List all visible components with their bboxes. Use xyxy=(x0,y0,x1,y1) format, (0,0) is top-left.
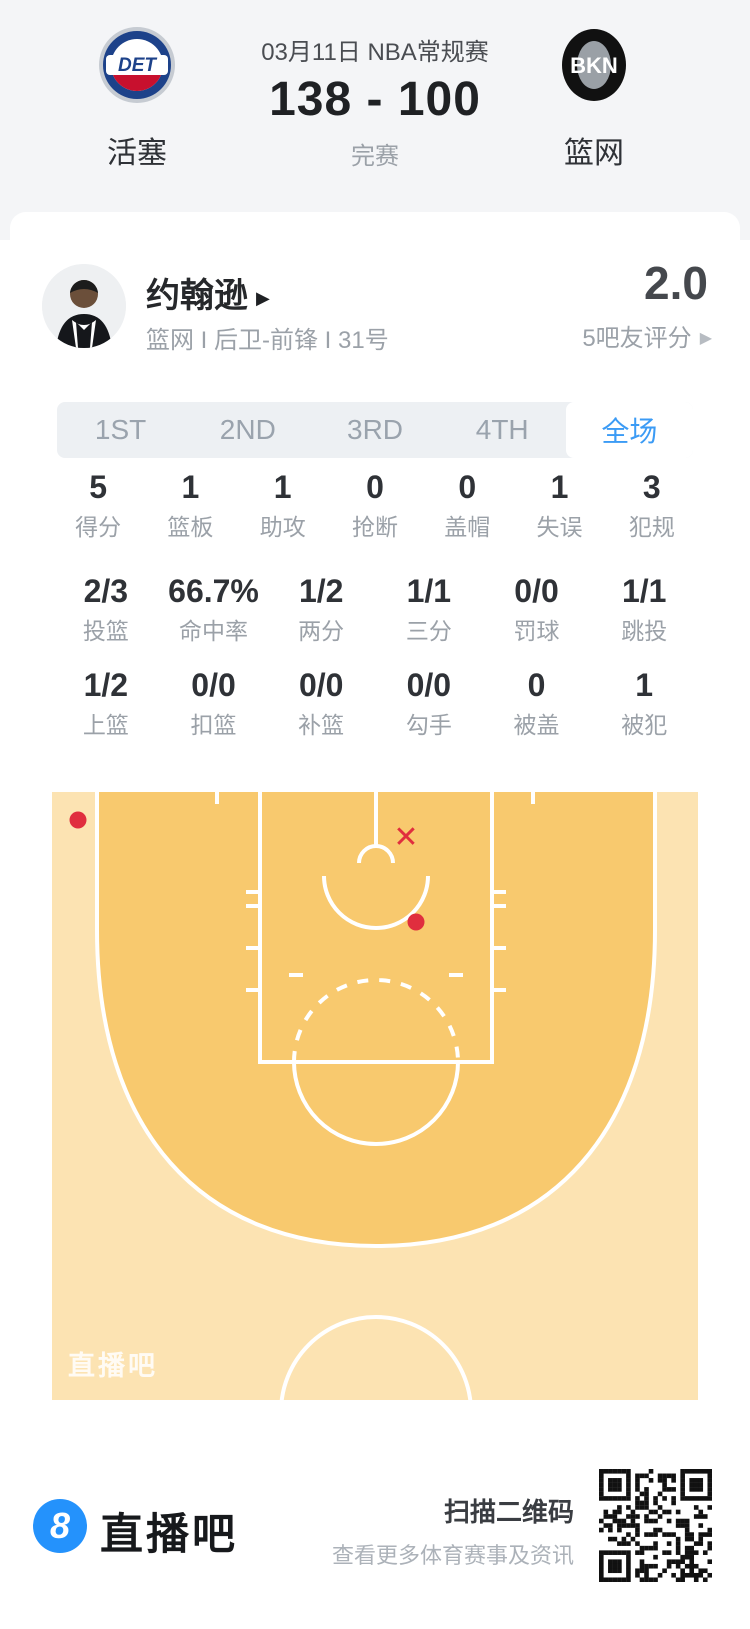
qr-code xyxy=(599,1469,713,1583)
stat-value: 1 xyxy=(550,469,569,505)
stat-value: 0/0 xyxy=(298,667,344,703)
player-stats-card: 约翰逊 ▶ 篮网 I 后卫-前锋 I 31号 2.0 5吧友评分 ▶ 1ST 2ND 3… xyxy=(10,212,740,1430)
stat-value: 1/1 xyxy=(621,573,667,609)
stat-value: 3 xyxy=(642,469,661,505)
stat-补篮: 0/0 补篮 xyxy=(267,666,375,738)
stat-label: 补篮 xyxy=(298,712,345,738)
stat-value: 0/0 xyxy=(514,573,559,609)
court-drawing xyxy=(52,792,698,1400)
pistons-logo-icon: DET xyxy=(98,26,176,104)
stat-罚球: 0/0 罚球 xyxy=(483,572,591,644)
stat-value: 0 xyxy=(458,469,477,505)
stat-label: 得分 xyxy=(75,514,122,540)
stat-三分: 1/1 三分 xyxy=(375,572,483,644)
stat-扣篮: 0/0 扣篮 xyxy=(160,666,268,738)
stat-label: 抢断 xyxy=(351,514,398,540)
player-name-link[interactable]: 约翰逊 ▶ xyxy=(146,268,270,317)
stat-value: 0/0 xyxy=(191,667,236,703)
stat-value: 0/0 xyxy=(406,667,452,703)
scan-text-block: 扫描二维码 查看更多体育赛事及资讯 xyxy=(274,1492,574,1570)
stat-跳投: 1/1 跳投 xyxy=(590,572,698,644)
game-score: 138 - 100 xyxy=(269,73,481,126)
game-date: 03月11日 NBA常规赛 xyxy=(261,39,489,66)
stat-盖帽: 0 盖帽 xyxy=(421,468,513,540)
stat-value: 1 xyxy=(635,667,654,703)
svg-text:DET: DET xyxy=(118,55,157,76)
tab-3rd[interactable]: 3RD xyxy=(347,414,404,445)
quarter-tab-bar: 1ST 2ND 3RD 4TH 全场 xyxy=(57,402,694,458)
stat-犯规: 3 犯规 xyxy=(606,468,698,540)
stat-label: 篮板 xyxy=(167,514,214,540)
stat-value: 1/1 xyxy=(406,573,452,609)
caret-right-icon: ▶ xyxy=(256,288,270,308)
nets-logo-icon: BKN xyxy=(555,26,633,104)
stat-勾手: 0/0 勾手 xyxy=(375,666,483,738)
stat-助攻: 1 助攻 xyxy=(237,468,329,540)
stat-命中率: 66.7% 命中率 xyxy=(160,572,268,644)
stat-value: 0 xyxy=(527,667,546,703)
player-rating: 2.0 xyxy=(644,257,708,309)
made-shot-marker xyxy=(407,913,425,931)
zhibo8-logo-text: 直播吧 xyxy=(100,1511,238,1559)
stat-label: 盖帽 xyxy=(444,514,491,540)
court-watermark: 直播吧 xyxy=(68,1351,158,1381)
scan-subtitle: 查看更多体育赛事及资讯 xyxy=(331,1543,574,1568)
zhibo8-logo-icon: 8 xyxy=(33,1499,87,1553)
stat-两分: 1/2 两分 xyxy=(267,572,375,644)
shot-chart-court: ✕ 直播吧 xyxy=(52,792,698,1400)
stat-上篮: 1/2 上篮 xyxy=(52,666,160,738)
tab-1st[interactable]: 1ST xyxy=(94,414,147,445)
tab-2nd[interactable]: 2ND xyxy=(219,414,276,445)
stats-row-misc: 1/2 上篮 0/0 扣篮 0/0 补篮 0/0 勾手 0 被盖 1 被犯 xyxy=(52,666,698,738)
player-name: 约翰逊 xyxy=(146,277,248,315)
stats-row-shooting: 2/3 投篮 66.7% 命中率 1/2 两分 1/1 三分 0/0 罚球 1/1 跳投 xyxy=(52,572,698,644)
stat-得分: 5 得分 xyxy=(52,468,144,540)
missed-shot-marker: ✕ xyxy=(393,820,419,855)
stat-label: 被犯 xyxy=(621,712,668,738)
stat-label: 助攻 xyxy=(259,514,306,540)
player-avatar xyxy=(42,264,126,348)
stat-label: 三分 xyxy=(405,618,452,644)
away-team-name: 篮网 xyxy=(564,137,624,170)
tab-全场[interactable]: 全场 xyxy=(565,402,694,458)
stat-value: 5 xyxy=(89,469,108,505)
game-status: 完赛 xyxy=(351,143,399,170)
stat-label: 犯规 xyxy=(628,514,675,540)
stat-value: 1 xyxy=(181,469,200,505)
stat-被盖: 0 被盖 xyxy=(483,666,591,738)
stat-value: 1/2 xyxy=(298,573,344,609)
stat-label: 罚球 xyxy=(513,618,560,644)
caret-right-icon: ▶ xyxy=(699,330,712,347)
stat-label: 勾手 xyxy=(405,712,452,738)
stat-label: 被盖 xyxy=(513,712,560,738)
stat-value: 66.7% xyxy=(168,573,259,609)
stat-label: 跳投 xyxy=(621,618,668,644)
made-shot-marker xyxy=(69,811,87,829)
stat-label: 失误 xyxy=(536,514,583,540)
player-meta: 篮网 I 后卫-前锋 I 31号 xyxy=(146,327,389,354)
svg-text:BKN: BKN xyxy=(570,53,618,78)
stat-投篮: 2/3 投篮 xyxy=(52,572,160,644)
stat-label: 上篮 xyxy=(82,712,129,738)
stat-label: 命中率 xyxy=(179,618,248,644)
stat-label: 投篮 xyxy=(82,618,129,644)
stat-value: 0 xyxy=(366,469,384,505)
stat-抢断: 0 抢断 xyxy=(329,468,421,540)
tab-4th[interactable]: 4TH xyxy=(475,414,529,445)
stat-被犯: 1 被犯 xyxy=(590,666,698,738)
stat-value: 1 xyxy=(273,469,292,505)
stat-value: 2/3 xyxy=(83,573,129,609)
stat-label: 扣篮 xyxy=(190,712,237,738)
home-team-name: 活塞 xyxy=(107,137,167,170)
app-footer: 8 直播吧 扫描二维码 查看更多体育赛事及资讯 xyxy=(0,1430,750,1629)
rating-label: 5吧友评分 xyxy=(582,325,692,352)
stat-篮板: 1 篮板 xyxy=(144,468,236,540)
stats-row-main: 5 得分 1 篮板 1 助攻 0 抢断 0 盖帽 1 失误 3 犯规 xyxy=(52,468,698,540)
stat-失误: 1 失误 xyxy=(513,468,605,540)
stat-value: 1/2 xyxy=(83,667,129,703)
rating-link[interactable]: 5吧友评分 ▶ xyxy=(582,318,712,353)
scan-title: 扫描二维码 xyxy=(443,1497,574,1527)
stat-label: 两分 xyxy=(298,618,345,644)
